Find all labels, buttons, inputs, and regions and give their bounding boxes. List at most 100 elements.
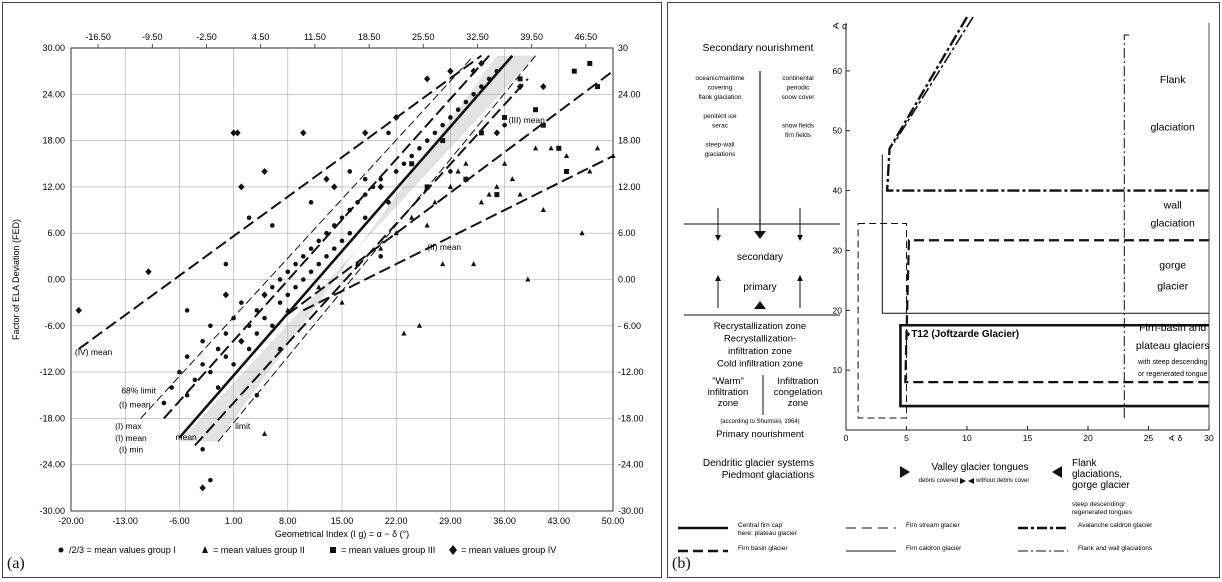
data-point-dot bbox=[285, 269, 291, 275]
data-point-dot bbox=[254, 308, 260, 313]
x-top-tick-label: 4.50 bbox=[252, 32, 270, 42]
data-point-triangle bbox=[424, 222, 430, 228]
data-point-triangle bbox=[447, 183, 453, 189]
y-tick-label: -30.00 bbox=[39, 506, 65, 516]
data-point-dot bbox=[362, 192, 368, 197]
data-point-diamond bbox=[362, 129, 369, 137]
y-tick-label: 6.00 bbox=[47, 228, 65, 238]
regression-line bbox=[78, 54, 482, 350]
data-point-dot bbox=[316, 238, 322, 244]
x-tick-label: 8.00 bbox=[279, 516, 297, 526]
x-tick-label: 50.00 bbox=[602, 516, 625, 526]
arrow-left-marker bbox=[1052, 466, 1062, 478]
data-point-dot bbox=[215, 346, 221, 352]
x-top-tick-label: 39.50 bbox=[520, 32, 543, 42]
x-tick-label: -6.00 bbox=[169, 516, 190, 526]
data-point-dot bbox=[316, 261, 322, 267]
data-point-dot bbox=[300, 277, 306, 282]
data-point-dot bbox=[409, 153, 414, 159]
data-point-triangle bbox=[502, 160, 508, 166]
data-point-dot bbox=[277, 300, 283, 305]
legend-text: Avalanche caldron glacier bbox=[1078, 522, 1153, 529]
y-right-tick-label: -30.00 bbox=[618, 506, 644, 516]
x-top-tick-label: 25.50 bbox=[412, 32, 435, 42]
x-tick-label: 43.00 bbox=[548, 516, 571, 526]
region-label: Flank bbox=[1160, 74, 1186, 86]
data-point-dot bbox=[486, 76, 492, 82]
data-point-dot bbox=[208, 323, 213, 329]
data-point-triangle bbox=[440, 261, 446, 267]
data-point-dot bbox=[308, 269, 314, 275]
y-tick-label: 30 bbox=[833, 245, 843, 255]
data-point-triangle bbox=[587, 168, 593, 174]
region-label: plateau glaciers bbox=[1136, 340, 1210, 352]
t12-marker bbox=[905, 332, 910, 337]
legend-text: /2/3 = mean values group I bbox=[69, 545, 176, 555]
y-right-tick-label: -12.00 bbox=[618, 367, 644, 377]
data-point-dot bbox=[440, 122, 445, 128]
data-point-triangle bbox=[486, 191, 492, 197]
legend-text: Central firn cap bbox=[738, 522, 782, 529]
data-point-dot bbox=[378, 254, 384, 259]
y-tick-label: 18.00 bbox=[42, 136, 65, 146]
data-point-diamond bbox=[230, 129, 237, 137]
arrow-left-up-head bbox=[715, 275, 721, 281]
y-tick-label: 20 bbox=[833, 305, 843, 315]
line-annotation: 68% limit bbox=[121, 386, 156, 396]
arrow-right-marker bbox=[900, 466, 910, 478]
left-col-text: serac bbox=[712, 123, 729, 130]
data-point-dot bbox=[246, 323, 252, 329]
data-point-dot bbox=[370, 184, 376, 190]
data-point-dot bbox=[161, 400, 167, 406]
data-point-dot bbox=[448, 169, 453, 174]
x-tick-label: 0 bbox=[844, 433, 849, 443]
zone-label: infiltration zone bbox=[728, 346, 792, 357]
data-point-dot bbox=[347, 230, 353, 236]
warm-zone-label: "Warm" bbox=[712, 376, 744, 387]
data-point-triangle bbox=[478, 199, 484, 205]
zone-label: Recrystallization zone bbox=[714, 321, 806, 332]
data-point-triangle bbox=[401, 330, 407, 336]
data-point-triangle bbox=[378, 245, 384, 251]
data-point-dot bbox=[223, 261, 229, 267]
data-point-triangle bbox=[409, 214, 415, 220]
data-point-dot bbox=[277, 346, 283, 352]
data-point-square bbox=[517, 76, 523, 82]
data-point-dot bbox=[231, 315, 236, 321]
data-point-dot bbox=[455, 107, 461, 113]
firn-stream-box bbox=[857, 223, 907, 419]
data-point-dot bbox=[347, 169, 353, 174]
data-point-diamond bbox=[199, 484, 206, 492]
data-point-triangle bbox=[563, 153, 570, 159]
data-point-triangle bbox=[432, 199, 438, 205]
data-point-diamond bbox=[222, 291, 230, 299]
data-point-dot bbox=[417, 146, 422, 151]
zone-label: Cold infiltration zone bbox=[717, 359, 803, 370]
data-point-dot bbox=[200, 446, 205, 452]
y-right-tick-label: 18.00 bbox=[618, 136, 641, 146]
right-col-text: snow fields bbox=[782, 123, 815, 130]
data-point-dot bbox=[293, 261, 298, 267]
x-axis-symbol: ∢ δ bbox=[1168, 433, 1182, 443]
data-point-dot bbox=[208, 369, 213, 375]
central-firn-cap-line bbox=[899, 323, 1209, 408]
data-point-dot bbox=[494, 68, 500, 74]
data-point-dot bbox=[200, 338, 205, 344]
x-tick-label: 29.00 bbox=[439, 516, 462, 526]
data-point-diamond bbox=[75, 306, 82, 314]
y-right-tick-label: 0.00 bbox=[618, 275, 636, 285]
data-point-dot bbox=[277, 277, 283, 282]
data-point-dot bbox=[270, 323, 275, 329]
x-top-tick-label: 11.50 bbox=[304, 32, 326, 42]
y-right-tick-label: 30 bbox=[618, 43, 628, 53]
confidence-band-68 bbox=[179, 55, 536, 442]
data-point-square bbox=[440, 138, 446, 144]
data-point-dot bbox=[270, 284, 275, 290]
legend-text: = mean values group II bbox=[213, 545, 305, 555]
data-point-dot bbox=[471, 92, 476, 97]
right-col-text: firn fields bbox=[785, 132, 812, 139]
data-point-dot bbox=[393, 169, 399, 174]
data-point-triangle bbox=[525, 276, 531, 282]
data-point-triangle bbox=[517, 191, 523, 197]
